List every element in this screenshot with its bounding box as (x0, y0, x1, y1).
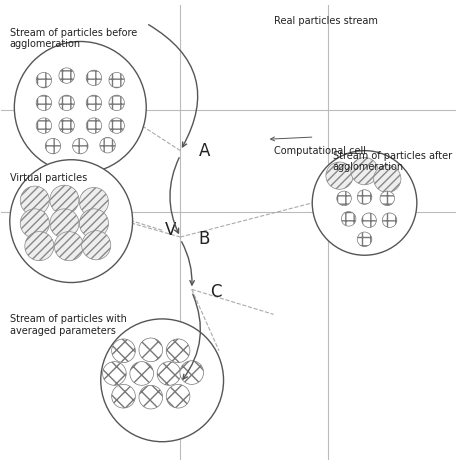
Circle shape (109, 95, 124, 111)
Circle shape (166, 385, 190, 408)
Circle shape (157, 362, 181, 385)
Circle shape (36, 73, 52, 88)
Circle shape (139, 385, 163, 409)
Circle shape (382, 213, 397, 227)
Circle shape (130, 362, 154, 385)
Circle shape (50, 209, 79, 238)
Text: V: V (164, 221, 176, 239)
Circle shape (25, 232, 54, 261)
Circle shape (59, 68, 74, 83)
Text: Stream of particles with
averaged parameters: Stream of particles with averaged parame… (10, 314, 127, 336)
Circle shape (36, 118, 52, 133)
Circle shape (36, 95, 52, 111)
Circle shape (79, 187, 109, 217)
Circle shape (326, 162, 353, 189)
Circle shape (357, 190, 372, 204)
Text: Real particles stream: Real particles stream (273, 16, 377, 27)
Circle shape (337, 191, 351, 206)
Text: Stream of particles before
agglomeration: Stream of particles before agglomeration (10, 28, 137, 49)
Circle shape (102, 362, 126, 385)
Circle shape (109, 73, 124, 88)
Circle shape (55, 232, 83, 261)
Circle shape (10, 160, 133, 283)
Circle shape (180, 361, 203, 385)
Text: B: B (199, 230, 210, 248)
Circle shape (357, 232, 372, 246)
Circle shape (20, 186, 49, 215)
Circle shape (374, 165, 401, 193)
Circle shape (86, 95, 101, 111)
Circle shape (14, 41, 146, 173)
Circle shape (341, 212, 356, 226)
Circle shape (79, 209, 109, 238)
Circle shape (59, 95, 74, 111)
Text: Computational cell: Computational cell (273, 146, 365, 156)
Text: Stream of particles after
agglomeration: Stream of particles after agglomeration (333, 151, 452, 172)
Circle shape (312, 151, 417, 255)
Circle shape (139, 338, 163, 362)
Circle shape (86, 70, 101, 86)
Circle shape (82, 231, 111, 260)
Circle shape (380, 191, 394, 206)
Text: C: C (210, 283, 221, 301)
Circle shape (109, 118, 124, 133)
Circle shape (112, 339, 135, 363)
Circle shape (45, 139, 61, 154)
Circle shape (112, 385, 135, 408)
Circle shape (351, 158, 378, 185)
Circle shape (50, 185, 79, 214)
Circle shape (362, 213, 376, 227)
Text: Virtual particles: Virtual particles (10, 173, 87, 183)
Circle shape (20, 209, 49, 238)
Circle shape (100, 138, 115, 153)
Circle shape (101, 319, 224, 442)
Circle shape (73, 139, 88, 154)
Circle shape (59, 118, 74, 133)
Text: A: A (199, 142, 210, 159)
Circle shape (86, 118, 101, 133)
Circle shape (166, 339, 190, 363)
